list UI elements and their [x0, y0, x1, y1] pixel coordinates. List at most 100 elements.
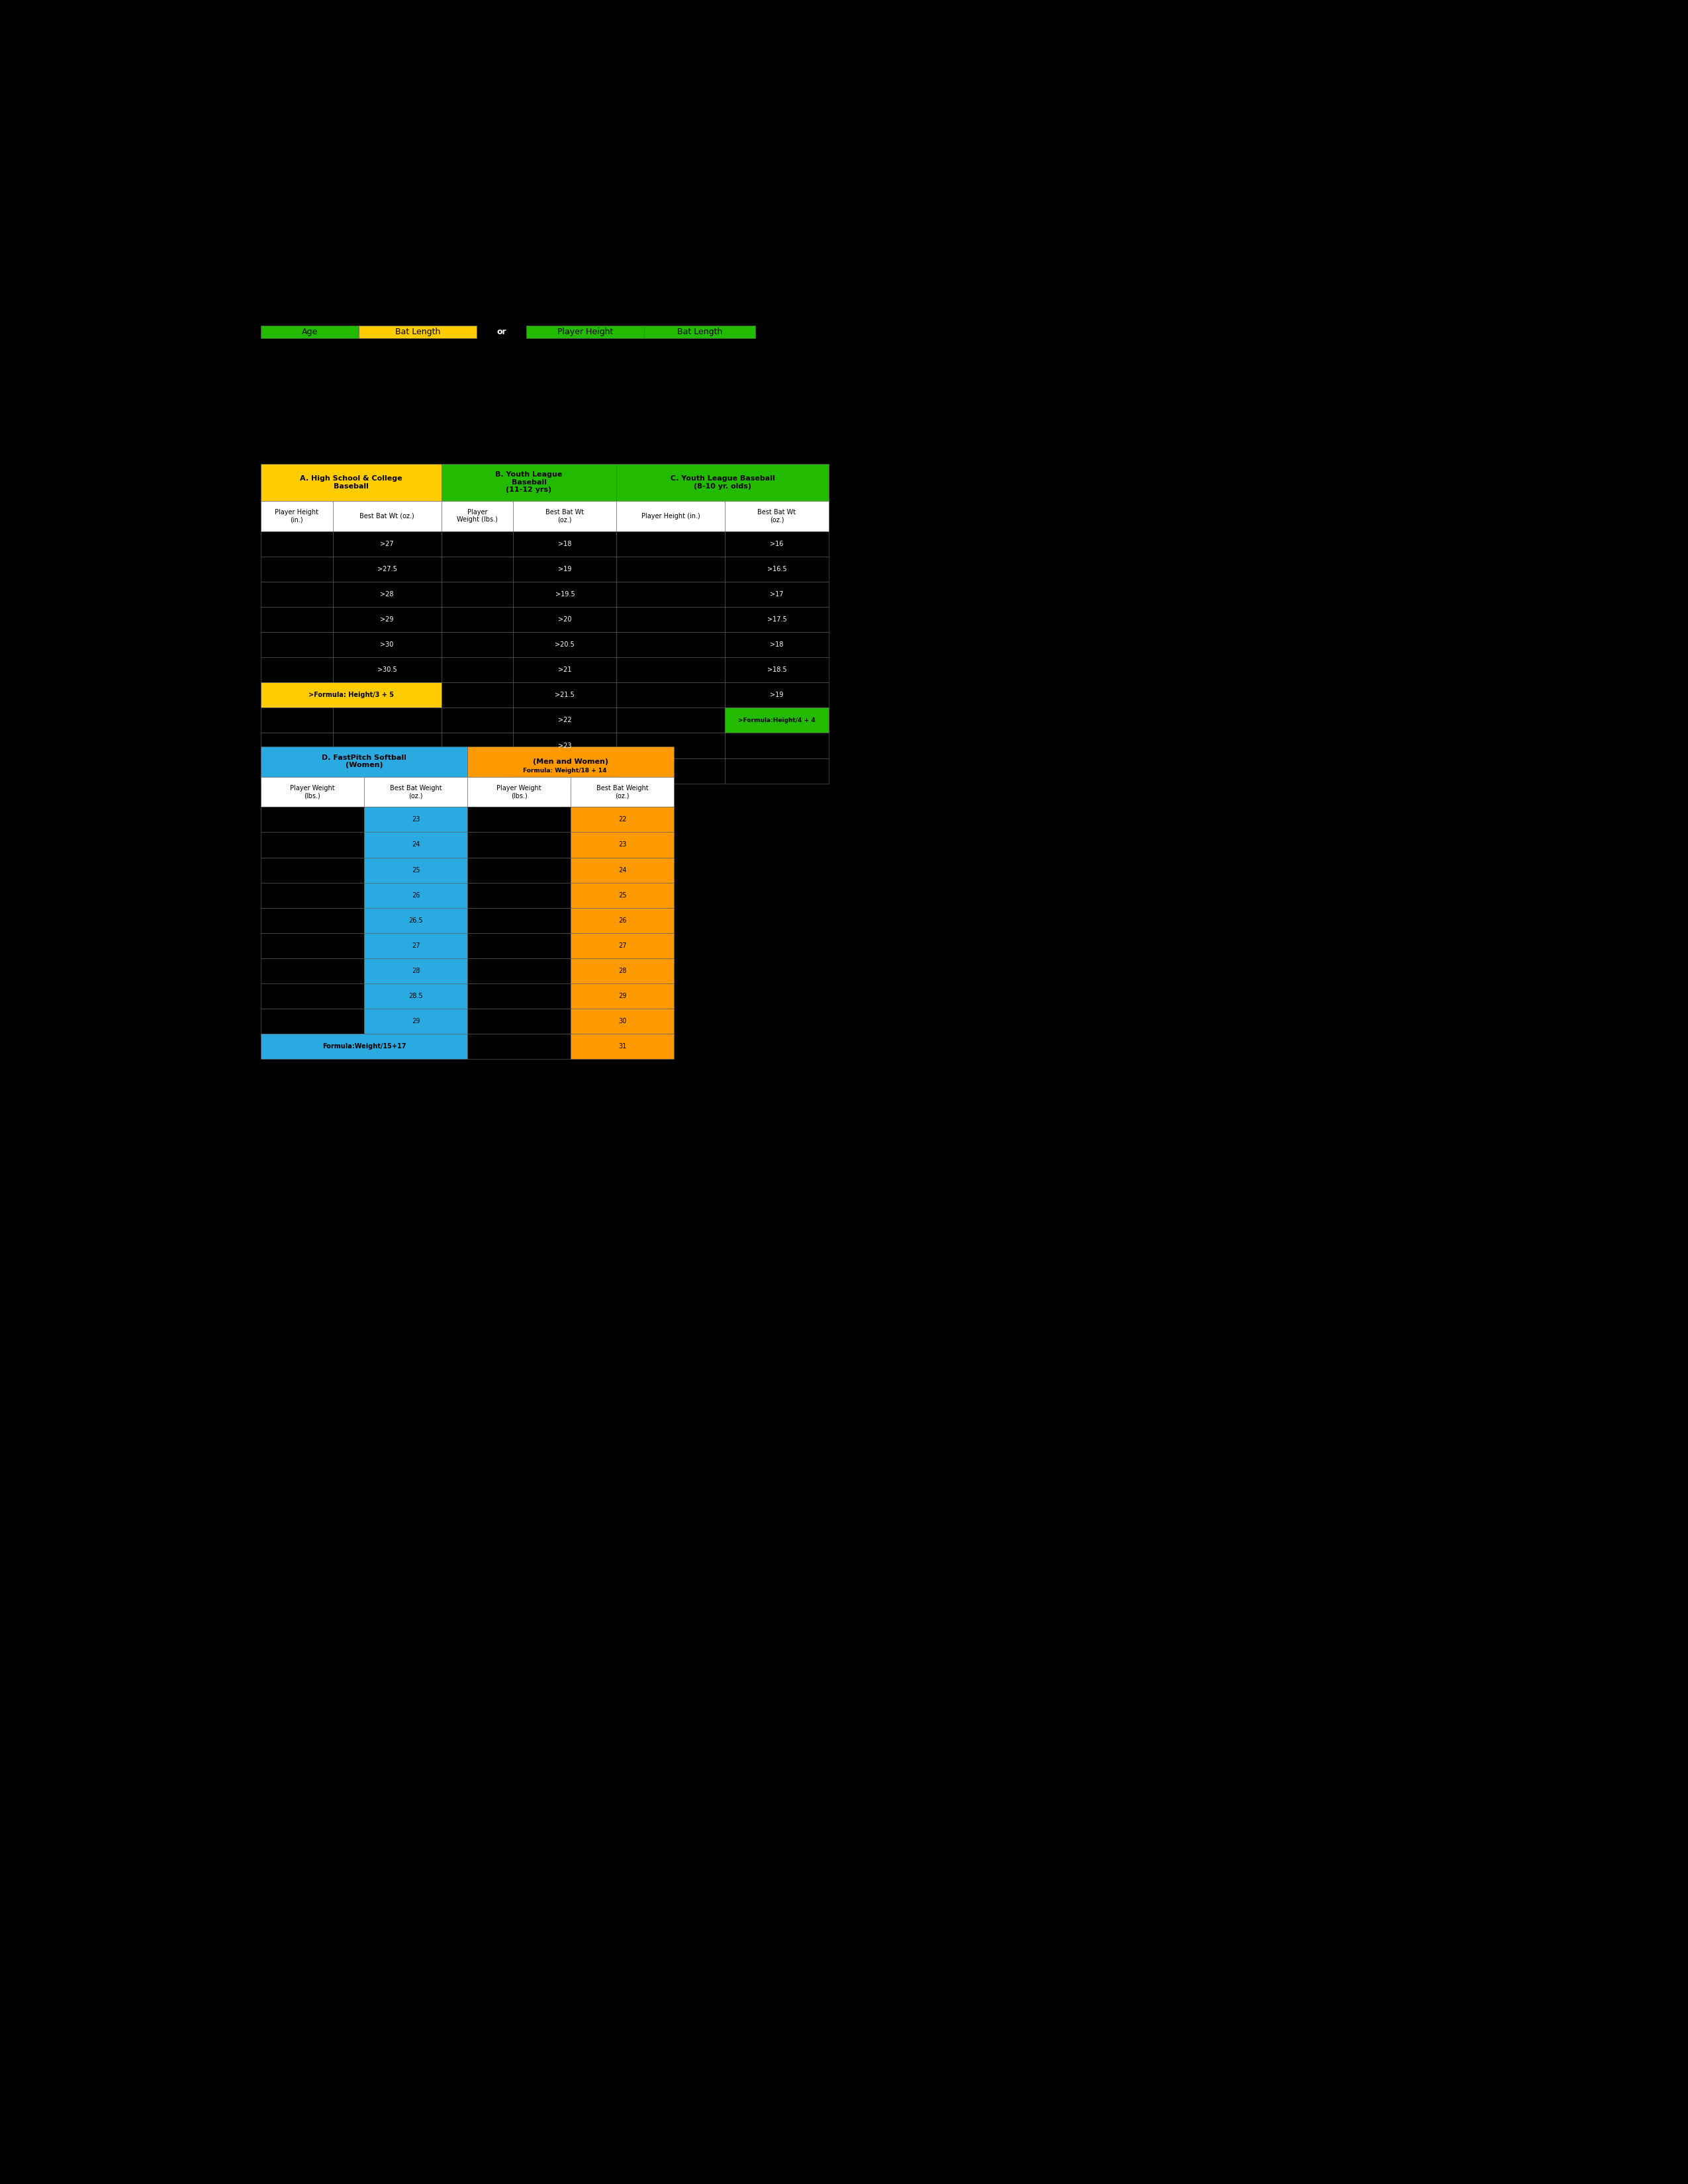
Text: Player Height
(in.): Player Height (in.) — [275, 509, 319, 524]
Bar — [726, 607, 829, 631]
Text: Best Bat Weight
(oz.): Best Bat Weight (oz.) — [596, 784, 648, 799]
Bar — [441, 500, 513, 531]
Bar — [468, 747, 674, 778]
Bar — [441, 758, 513, 784]
Bar — [513, 734, 616, 758]
Text: Player Height (in.): Player Height (in.) — [641, 513, 701, 520]
Text: >18.5: >18.5 — [766, 666, 787, 673]
Text: 29: 29 — [618, 994, 626, 1000]
Text: >27: >27 — [380, 539, 393, 546]
Text: >19: >19 — [559, 566, 572, 572]
Bar — [513, 631, 616, 657]
Bar — [365, 933, 468, 959]
Text: Age: Age — [302, 328, 317, 336]
Bar — [726, 581, 829, 607]
Bar — [571, 882, 674, 909]
Text: >17: >17 — [770, 592, 783, 598]
Bar — [726, 708, 829, 734]
Bar — [365, 983, 468, 1009]
Bar — [726, 681, 829, 708]
Bar — [616, 631, 726, 657]
Bar — [726, 657, 829, 681]
Bar — [468, 882, 571, 909]
Bar — [333, 500, 441, 531]
Text: >29: >29 — [380, 616, 393, 622]
Bar — [441, 531, 513, 557]
Bar — [260, 708, 333, 734]
Bar — [260, 832, 365, 858]
Bar — [571, 1009, 674, 1033]
Bar — [365, 858, 468, 882]
Text: Player Weight
(lbs.): Player Weight (lbs.) — [290, 784, 334, 799]
Bar — [441, 708, 513, 734]
Bar — [333, 657, 441, 681]
Bar — [726, 500, 829, 531]
Bar — [441, 631, 513, 657]
Text: Bat Length: Bat Length — [395, 328, 441, 336]
Text: >18: >18 — [559, 539, 572, 546]
Text: >20.5: >20.5 — [555, 642, 574, 649]
Bar — [260, 882, 365, 909]
Text: 24: 24 — [618, 867, 626, 874]
Text: >21.5: >21.5 — [555, 692, 574, 699]
Bar — [260, 657, 333, 681]
Bar — [726, 734, 829, 758]
Bar — [527, 325, 645, 339]
Text: Formula:Weight/15+17: Formula:Weight/15+17 — [322, 1044, 405, 1051]
Bar — [441, 557, 513, 581]
Bar — [260, 631, 333, 657]
Bar — [468, 806, 571, 832]
Bar — [260, 325, 360, 339]
Text: 26.5: 26.5 — [408, 917, 424, 924]
Bar — [616, 500, 726, 531]
Text: >Formula: Height/3 + 5: >Formula: Height/3 + 5 — [309, 692, 393, 699]
Bar — [513, 557, 616, 581]
Bar — [360, 325, 476, 339]
Text: 24: 24 — [412, 841, 420, 847]
Text: >20: >20 — [559, 616, 572, 622]
Bar — [365, 778, 468, 806]
Bar — [616, 581, 726, 607]
Bar — [260, 500, 333, 531]
Bar — [260, 909, 365, 933]
Text: >19: >19 — [770, 692, 783, 699]
Text: >22: >22 — [559, 716, 572, 723]
Text: (Men and Women): (Men and Women) — [533, 758, 608, 764]
Text: 25: 25 — [412, 867, 420, 874]
Bar — [726, 758, 829, 784]
Text: >16.5: >16.5 — [766, 566, 787, 572]
Text: Best Bat Weight
(oz.): Best Bat Weight (oz.) — [390, 784, 442, 799]
Text: Bat Length: Bat Length — [677, 328, 722, 336]
Text: B. Youth League
Baseball
(11-12 yrs): B. Youth League Baseball (11-12 yrs) — [495, 472, 562, 494]
Bar — [726, 531, 829, 557]
Bar — [616, 557, 726, 581]
Text: 26: 26 — [412, 891, 420, 898]
Bar — [513, 708, 616, 734]
Bar — [260, 933, 365, 959]
Bar — [260, 806, 365, 832]
Text: 28.5: 28.5 — [408, 994, 424, 1000]
Bar — [616, 681, 726, 708]
Bar — [513, 581, 616, 607]
Bar — [513, 500, 616, 531]
Bar — [260, 734, 333, 758]
Text: D. FastPitch Softball
(Women): D. FastPitch Softball (Women) — [322, 753, 407, 769]
Bar — [365, 806, 468, 832]
Text: Formula: Weight/18 + 14: Formula: Weight/18 + 14 — [523, 769, 606, 773]
Text: >Formula:Height/4 + 4: >Formula:Height/4 + 4 — [738, 716, 815, 723]
Bar — [468, 1033, 571, 1059]
Bar — [571, 983, 674, 1009]
Bar — [260, 1009, 365, 1033]
Bar — [333, 708, 441, 734]
Bar — [616, 758, 726, 784]
Bar — [365, 882, 468, 909]
Bar — [726, 631, 829, 657]
Text: 30: 30 — [618, 1018, 626, 1024]
Bar — [468, 1009, 571, 1033]
Bar — [260, 557, 333, 581]
Bar — [441, 581, 513, 607]
Text: or: or — [496, 328, 506, 336]
Bar — [260, 983, 365, 1009]
Bar — [468, 778, 571, 806]
Text: 31: 31 — [618, 1044, 626, 1051]
